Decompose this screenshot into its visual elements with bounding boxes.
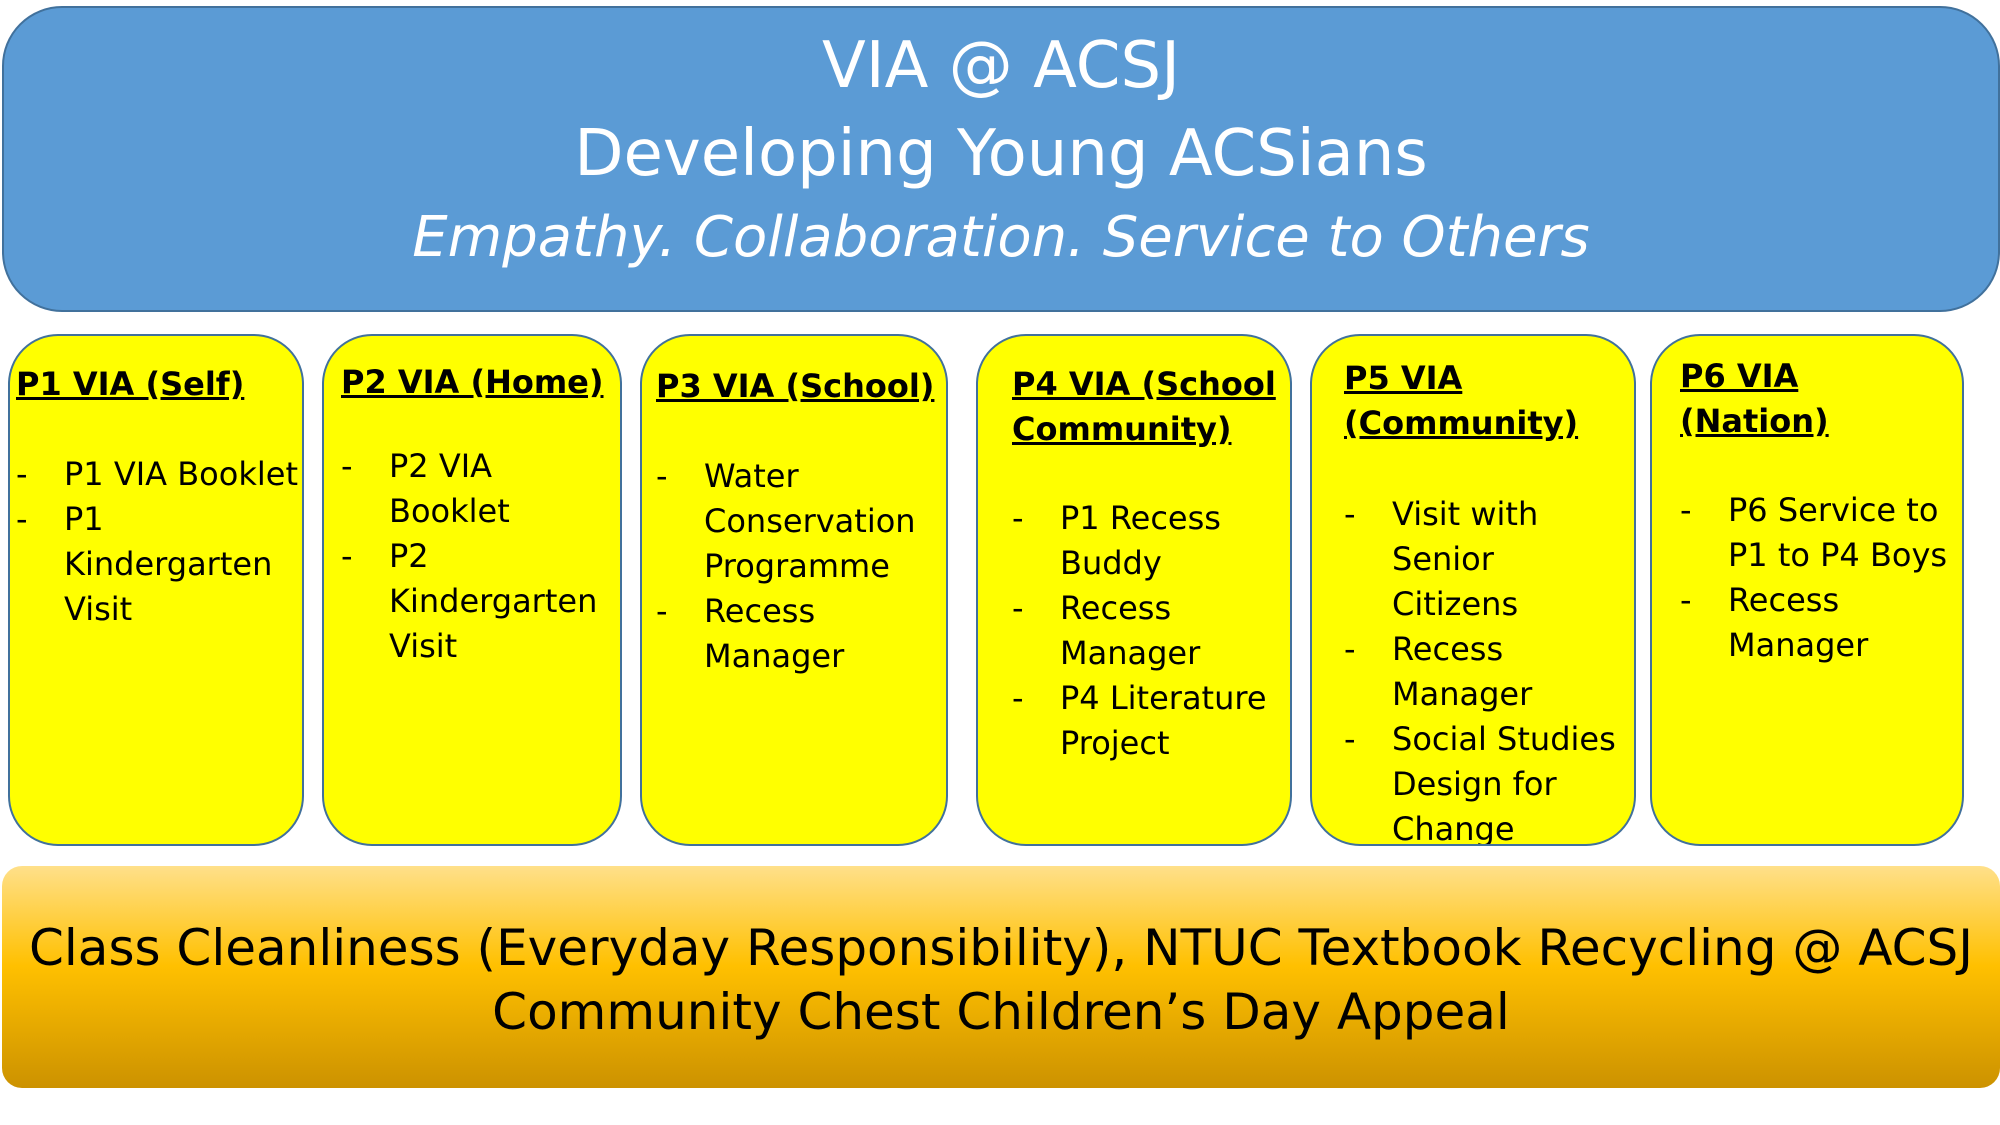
list-item-text: P1 VIA Booklet xyxy=(64,455,298,493)
box-title: P6 VIA (Nation) xyxy=(1680,357,1829,440)
box-item-list: - P6 Service to P1 to P4 Boys - Recess Man… xyxy=(1680,488,1958,668)
box-title: P1 VIA (Self) xyxy=(16,365,245,403)
list-item: - Recess Manager xyxy=(656,592,845,675)
box-item-list: - Visit with Senior Citizens - Recess Mana… xyxy=(1344,492,1630,846)
list-item: - Recess Manager xyxy=(1680,581,1869,664)
footer-line-1: Class Cleanliness (Everyday Responsibili… xyxy=(29,919,1973,977)
list-item-text: P1 Kindergarten Visit xyxy=(64,500,273,628)
list-item-text: Recess Manager xyxy=(1728,581,1869,664)
list-item: - Social Studies Design for Change xyxy=(1344,720,1616,846)
list-item: - P1 Recess Buddy xyxy=(1012,499,1221,582)
list-item: - Visit with Senior Citizens xyxy=(1344,495,1539,623)
box-p4: P4 VIA (School Community) - P1 Recess Bud… xyxy=(976,334,1292,846)
list-item-text: P1 Recess Buddy xyxy=(1060,499,1221,582)
header-tagline: Empathy. Collaboration. Service to Other… xyxy=(412,205,1590,270)
header-banner: VIA @ ACSJ Developing Young ACSians Empa… xyxy=(2,6,2000,312)
box-p3: P3 VIA (School) - Water Conservation Prog… xyxy=(640,334,948,846)
box-title: P5 VIA (Community) xyxy=(1344,359,1579,442)
list-item: - P1 VIA Booklet xyxy=(16,455,298,493)
header-subtitle: Developing Young ACSians xyxy=(574,117,1428,191)
box-p2: P2 VIA (Home) - P2 VIA Booklet - P2 Kinder… xyxy=(322,334,622,846)
box-item-list: - Water Conservation Programme - Recess Ma… xyxy=(656,454,942,679)
list-item-text: Recess Manager xyxy=(1060,589,1201,672)
list-item-text: Visit with Senior Citizens xyxy=(1392,495,1539,623)
list-item-text: Water Conservation Programme xyxy=(704,457,916,585)
list-item: - Recess Manager xyxy=(1012,589,1201,672)
box-title: P3 VIA (School) xyxy=(656,367,935,405)
box-p6: P6 VIA (Nation) - P6 Service to P1 to P4 … xyxy=(1650,334,1964,846)
list-item: - P4 Literature Project xyxy=(1012,679,1267,762)
footer-line-2: Community Chest Children’s Day Appeal xyxy=(492,983,1510,1041)
list-item-text: Social Studies Design for Change xyxy=(1392,720,1616,846)
list-item-text: P2 VIA Booklet xyxy=(389,447,510,530)
list-item: - P2 VIA Booklet xyxy=(341,447,510,530)
list-item-text: Recess Manager xyxy=(1392,630,1533,713)
box-item-list: - P1 Recess Buddy - Recess Manager - P4 Lit… xyxy=(1012,496,1286,766)
box-title: P4 VIA (School Community) xyxy=(1012,365,1276,448)
header-title: VIA @ ACSJ xyxy=(822,29,1180,103)
footer-banner: Class Cleanliness (Everyday Responsibili… xyxy=(2,866,2000,1088)
list-item: - P2 Kindergarten Visit xyxy=(341,537,598,665)
list-item-text: P2 Kindergarten Visit xyxy=(389,537,598,665)
box-item-list: - P2 VIA Booklet - P2 Kindergarten Visit xyxy=(341,444,616,669)
list-item: - P6 Service to P1 to P4 Boys xyxy=(1680,491,1948,574)
box-title: P2 VIA (Home) xyxy=(341,363,604,401)
list-item: - P1 Kindergarten Visit xyxy=(16,500,273,628)
box-p1: P1 VIA (Self) - P1 VIA Booklet - P1 Kinder… xyxy=(8,334,304,846)
list-item: - Water Conservation Programme xyxy=(656,457,916,585)
box-p5: P5 VIA (Community) - Visit with Senior Ci… xyxy=(1310,334,1636,846)
list-item-text: P6 Service to P1 to P4 Boys xyxy=(1728,491,1948,574)
box-item-list: - P1 VIA Booklet - P1 Kindergarten Visit xyxy=(16,452,298,632)
list-item-text: Recess Manager xyxy=(704,592,845,675)
list-item-text: P4 Literature Project xyxy=(1060,679,1267,762)
list-item: - Recess Manager xyxy=(1344,630,1533,713)
